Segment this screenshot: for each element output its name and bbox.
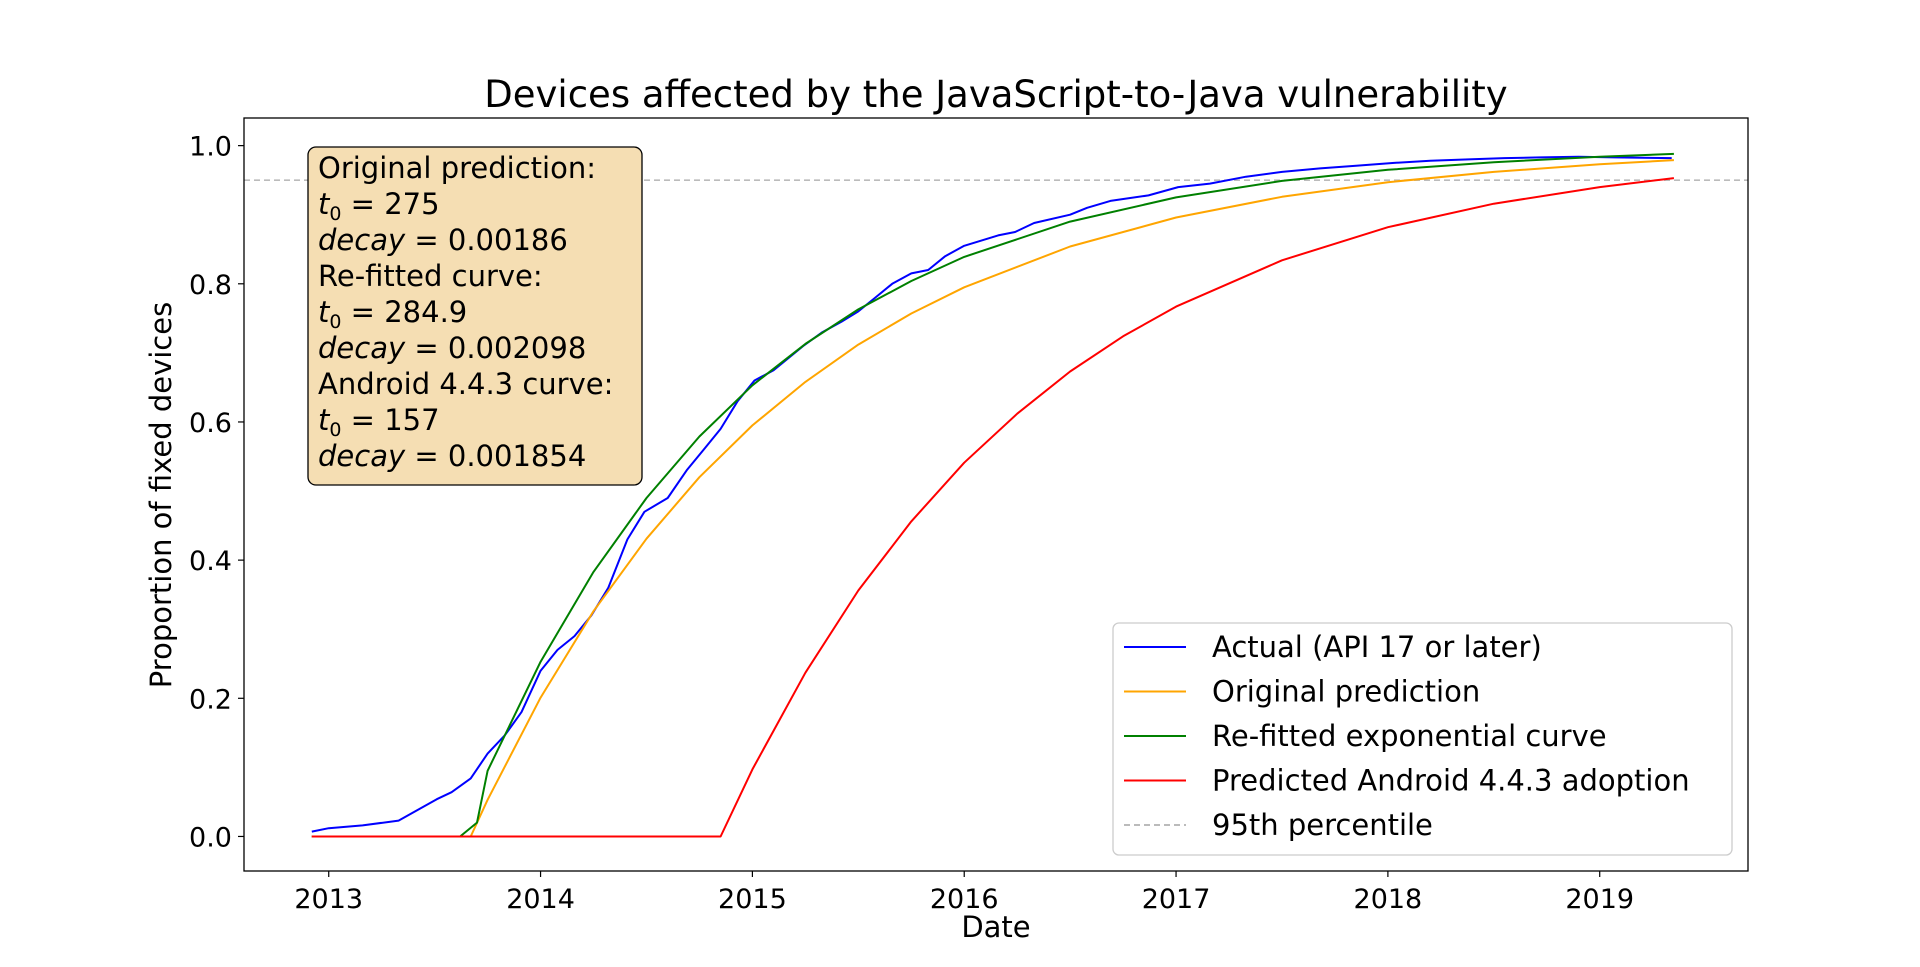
annotation-android-heading: Android 4.4.3 curve: xyxy=(318,367,613,401)
y-tick-label: 1.0 xyxy=(189,132,232,163)
t-subscript: 0 xyxy=(329,311,341,333)
y-tick-label: 0.8 xyxy=(189,270,232,301)
original-decay-value: 0.00186 xyxy=(448,223,568,257)
decay-symbol: decay xyxy=(318,439,406,473)
y-tick-label: 0.6 xyxy=(189,408,232,439)
legend-label: Re-fitted exponential curve xyxy=(1212,719,1607,753)
annotation-refit-heading: Re-fitted curve: xyxy=(318,259,543,293)
refit-decay-value: 0.002098 xyxy=(448,331,586,365)
annotation-refit-t0: t0 = 284.9 xyxy=(318,295,467,333)
series-line-3 xyxy=(311,177,1675,838)
decay-symbol: decay xyxy=(318,331,406,365)
decay-symbol: decay xyxy=(318,223,406,257)
annotation-android-t0: t0 = 157 xyxy=(318,403,440,441)
equals: = xyxy=(341,403,384,437)
x-tick-label: 2019 xyxy=(1565,884,1634,915)
annotation-background xyxy=(307,146,643,486)
x-tick-label: 2016 xyxy=(930,884,999,915)
legend-label: 95th percentile xyxy=(1212,808,1433,842)
y-axis: 0.0 0.2 0.4 0.6 0.8 1.0 xyxy=(189,132,244,853)
x-axis-label: Date xyxy=(961,910,1030,944)
annotation-refit-decay: decay = 0.002098 xyxy=(318,331,586,365)
annotation-original-heading: Original prediction: xyxy=(318,151,596,185)
legend: Actual (API 17 or later) Original predict… xyxy=(1112,622,1733,856)
legend-label: Predicted Android 4.4.3 adoption xyxy=(1212,764,1690,798)
y-tick-label: 0.2 xyxy=(189,684,232,715)
x-tick-label: 2018 xyxy=(1354,884,1423,915)
series-line-0 xyxy=(311,155,1672,833)
x-tick-label: 2013 xyxy=(294,884,363,915)
original-t0-value: 275 xyxy=(384,187,439,221)
legend-label: Actual (API 17 or later) xyxy=(1212,630,1542,664)
chart-title: Devices affected by the JavaScript-to-Ja… xyxy=(484,73,1507,116)
x-tick-label: 2014 xyxy=(506,884,575,915)
annotation-original-t0: t0 = 275 xyxy=(318,187,440,225)
t-symbol: t xyxy=(318,187,331,221)
t-symbol: t xyxy=(318,403,331,437)
series-line-1 xyxy=(311,159,1674,838)
series-line-2 xyxy=(311,152,1674,838)
legend-frame xyxy=(1112,622,1733,856)
legend-label: Original prediction xyxy=(1212,675,1480,709)
refit-t0-value: 284.9 xyxy=(384,295,467,329)
y-tick-label: 0.4 xyxy=(189,546,232,577)
equals: = xyxy=(405,331,448,365)
y-axis-label: Proportion of fixed devices xyxy=(144,302,178,688)
t-symbol: t xyxy=(318,295,331,329)
axes-frame xyxy=(243,117,1749,872)
annotation-original-decay: decay = 0.00186 xyxy=(318,223,568,257)
annotation-box: Original prediction: t0 = 275 decay = 0.… xyxy=(307,146,643,486)
equals: = xyxy=(341,187,384,221)
android-t0-value: 157 xyxy=(384,403,439,437)
equals: = xyxy=(405,223,448,257)
t-subscript: 0 xyxy=(329,419,341,441)
equals: = xyxy=(341,295,384,329)
x-tick-label: 2017 xyxy=(1142,884,1211,915)
equals: = xyxy=(405,439,448,473)
y-tick-label: 0.0 xyxy=(189,822,232,853)
android-decay-value: 0.001854 xyxy=(448,439,586,473)
t-subscript: 0 xyxy=(329,203,341,225)
annotation-android-decay: decay = 0.001854 xyxy=(318,439,586,473)
x-axis: 2013 2014 2015 2016 2017 2018 2019 xyxy=(294,871,1634,915)
x-tick-label: 2015 xyxy=(718,884,787,915)
